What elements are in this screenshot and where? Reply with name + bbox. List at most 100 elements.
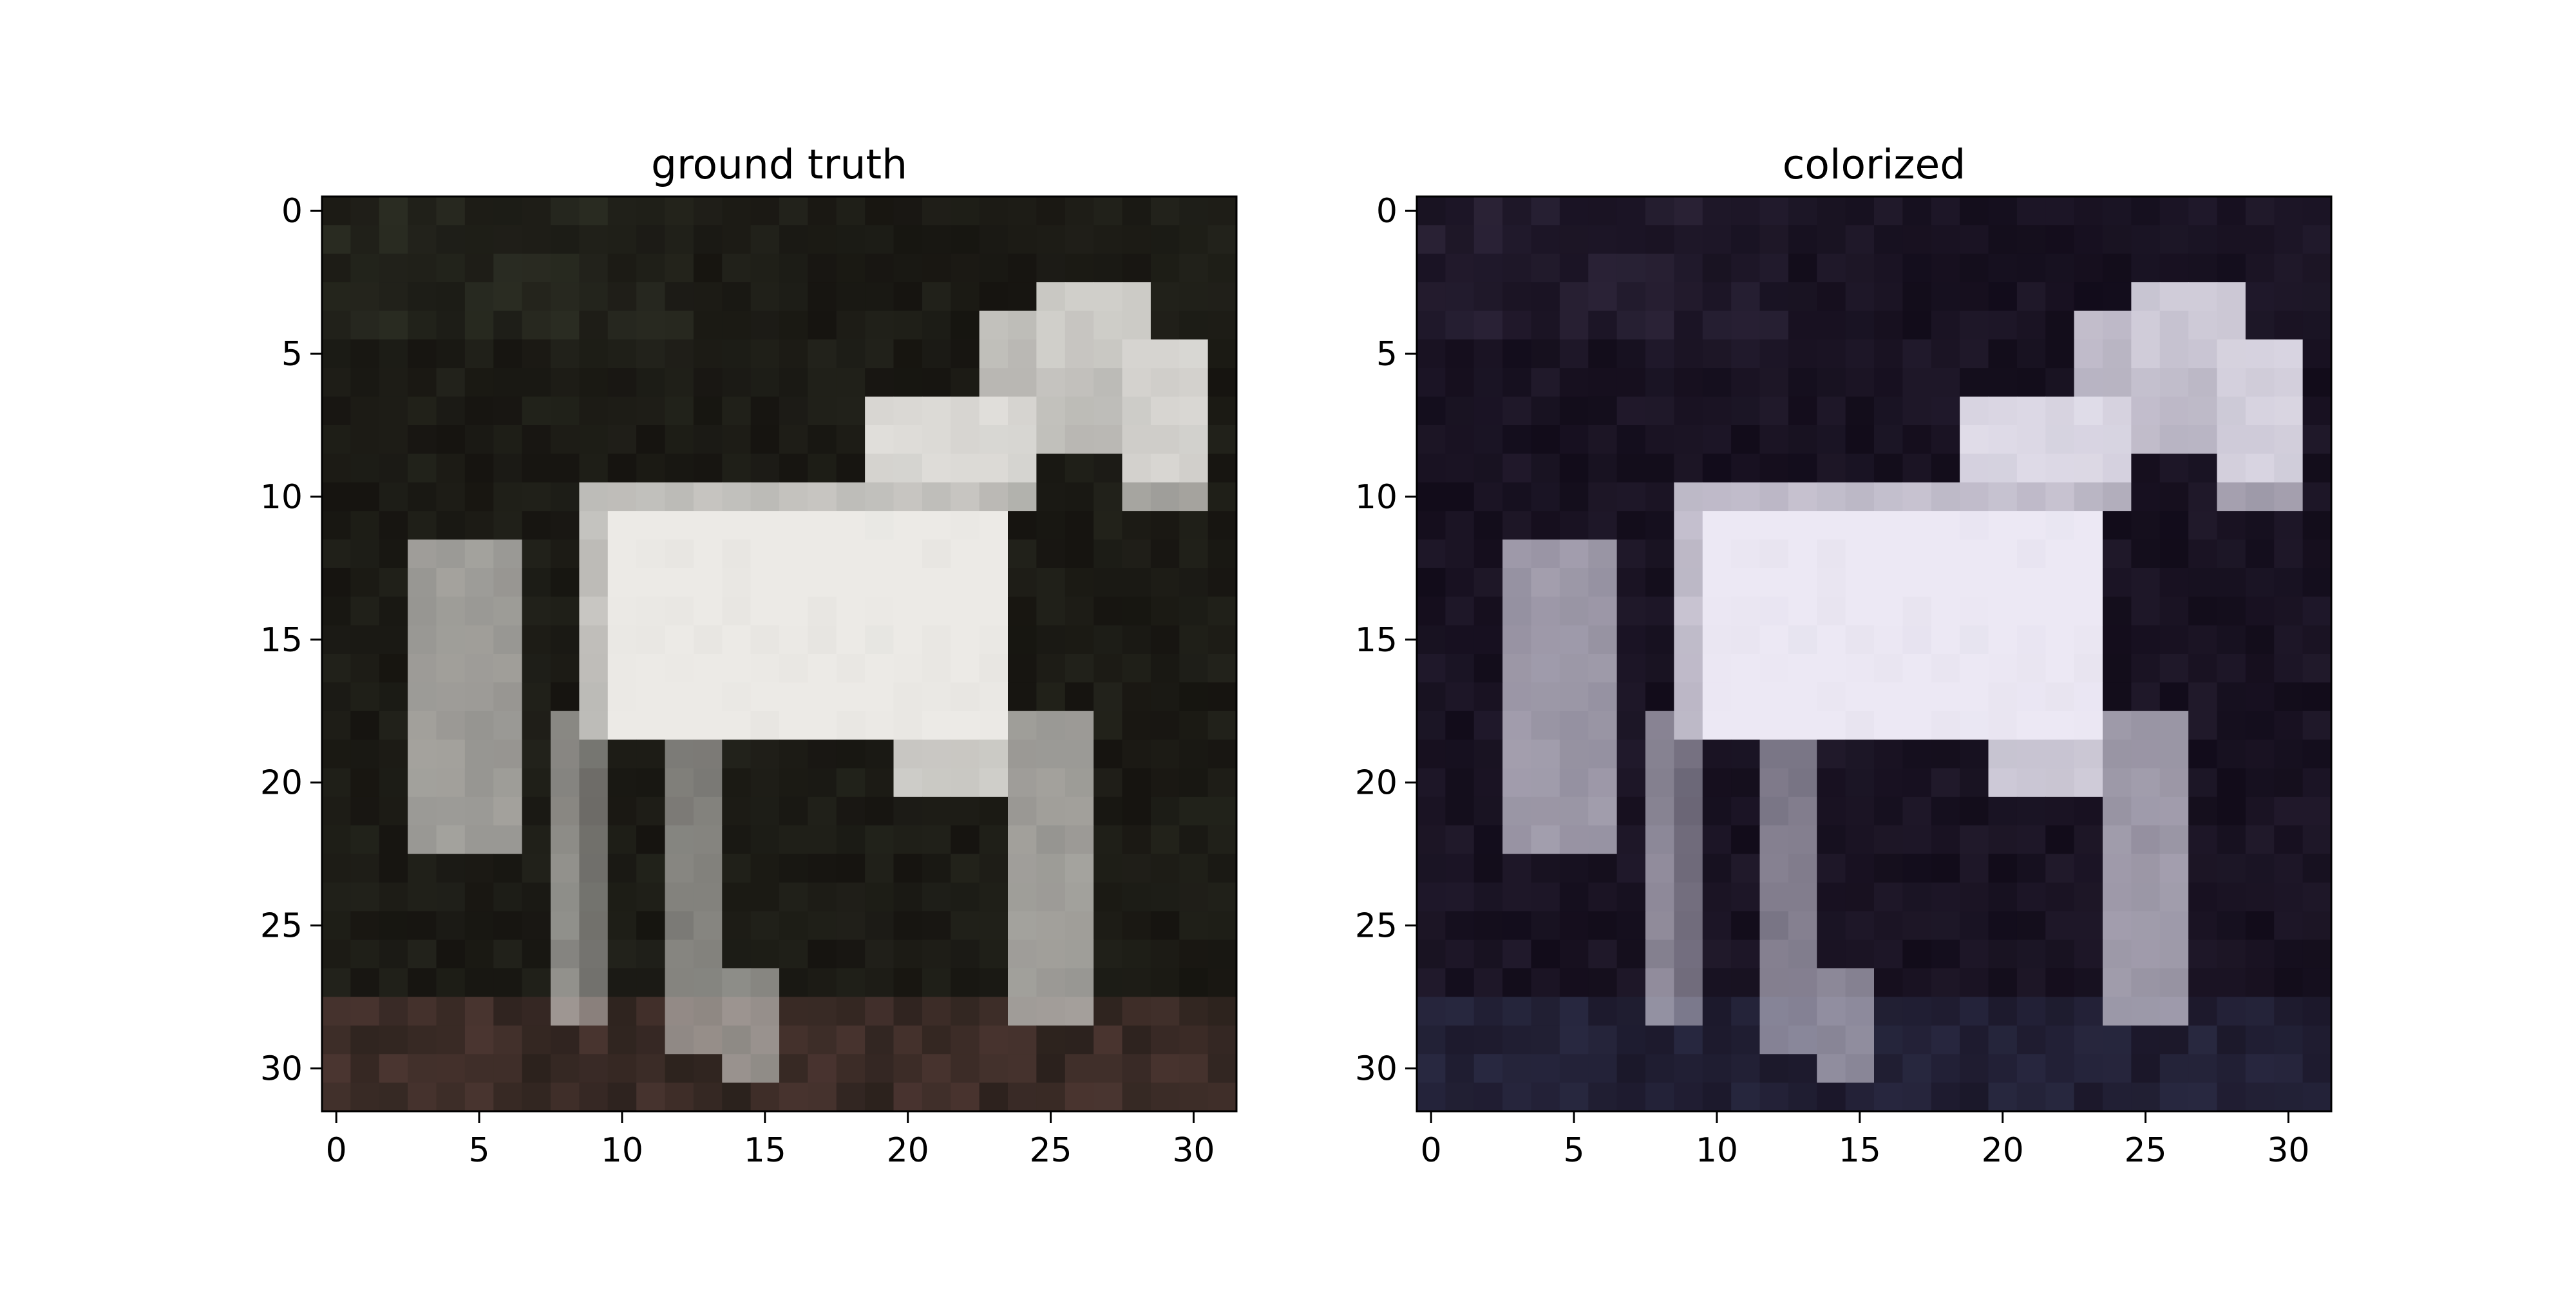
pixel bbox=[951, 939, 980, 969]
pixel bbox=[1788, 396, 1817, 426]
pixel bbox=[665, 253, 694, 283]
pixel bbox=[322, 740, 351, 769]
pixel bbox=[1674, 654, 1703, 683]
pixel bbox=[1008, 253, 1037, 283]
pixel bbox=[2131, 311, 2161, 340]
pixel bbox=[1702, 539, 1732, 569]
pixel bbox=[2016, 854, 2046, 883]
pixel bbox=[2188, 654, 2218, 683]
pixel bbox=[865, 282, 895, 312]
pixel bbox=[693, 711, 723, 740]
pixel bbox=[2074, 368, 2103, 397]
pixel bbox=[722, 997, 752, 1026]
pixel bbox=[865, 796, 895, 826]
pixel bbox=[1094, 682, 1123, 712]
pixel bbox=[2188, 196, 2218, 225]
pixel bbox=[693, 539, 723, 569]
pixel bbox=[2131, 768, 2161, 798]
pixel bbox=[522, 768, 551, 798]
pixel bbox=[2074, 1054, 2103, 1084]
pixel bbox=[665, 1054, 694, 1084]
pixel bbox=[1473, 968, 1503, 998]
pixel bbox=[2045, 997, 2075, 1026]
pixel bbox=[893, 196, 923, 225]
pixel bbox=[750, 625, 780, 655]
pixel bbox=[2302, 225, 2332, 254]
pixel bbox=[1874, 939, 1903, 969]
pixel bbox=[693, 454, 723, 483]
pixel bbox=[2274, 1054, 2304, 1084]
pixel bbox=[1759, 482, 1789, 512]
pixel bbox=[1674, 339, 1703, 368]
pixel bbox=[2302, 854, 2332, 883]
pixel bbox=[808, 511, 837, 540]
pixel bbox=[1036, 511, 1066, 540]
pixel bbox=[865, 482, 895, 512]
pixel bbox=[2016, 339, 2046, 368]
pixel bbox=[1065, 883, 1094, 912]
pixel bbox=[1817, 539, 1846, 569]
pixel bbox=[1417, 196, 1446, 225]
pixel bbox=[750, 825, 780, 855]
pixel bbox=[436, 1082, 466, 1112]
pixel bbox=[722, 625, 752, 655]
pixel bbox=[2131, 682, 2161, 712]
pixel bbox=[1874, 883, 1903, 912]
pixel bbox=[1065, 597, 1094, 626]
pixel bbox=[2245, 854, 2275, 883]
pixel bbox=[1502, 825, 1532, 855]
pixel bbox=[1179, 682, 1209, 712]
x-tick-label: 30 bbox=[2267, 1131, 2309, 1170]
pixel bbox=[865, 311, 895, 340]
pixel bbox=[750, 396, 780, 426]
pixel bbox=[693, 939, 723, 969]
pixel bbox=[865, 568, 895, 597]
pixel bbox=[722, 225, 752, 254]
pixel bbox=[1902, 425, 1932, 454]
pixel bbox=[1845, 825, 1875, 855]
pixel bbox=[607, 625, 637, 655]
pixel bbox=[2016, 511, 2046, 540]
pixel bbox=[1150, 939, 1180, 969]
pixel bbox=[1445, 768, 1475, 798]
pixel bbox=[1759, 1054, 1789, 1084]
pixel bbox=[1759, 740, 1789, 769]
pixel bbox=[1731, 654, 1761, 683]
pixel bbox=[2274, 339, 2304, 368]
pixel bbox=[2274, 482, 2304, 512]
pixel bbox=[436, 682, 466, 712]
pixel bbox=[2016, 282, 2046, 312]
pixel bbox=[836, 939, 866, 969]
pixel bbox=[464, 425, 494, 454]
pixel bbox=[2188, 768, 2218, 798]
pixel bbox=[1008, 825, 1037, 855]
pixel bbox=[436, 825, 466, 855]
pixel bbox=[1759, 597, 1789, 626]
pixel bbox=[808, 454, 837, 483]
pixel bbox=[1674, 425, 1703, 454]
pixel bbox=[522, 1025, 551, 1055]
pixel bbox=[893, 511, 923, 540]
pixel bbox=[1845, 311, 1875, 340]
pixel bbox=[1445, 854, 1475, 883]
pixel bbox=[2274, 311, 2304, 340]
pixel bbox=[2217, 997, 2246, 1026]
pixel bbox=[1036, 482, 1066, 512]
pixel bbox=[1645, 425, 1674, 454]
pixel bbox=[665, 282, 694, 312]
pixel bbox=[1874, 511, 1903, 540]
pixel bbox=[607, 654, 637, 683]
pixel bbox=[2159, 339, 2189, 368]
pixel bbox=[1502, 568, 1532, 597]
pixel bbox=[1645, 339, 1674, 368]
pixel bbox=[2016, 654, 2046, 683]
pixel bbox=[1094, 1082, 1123, 1112]
pixel bbox=[2103, 968, 2132, 998]
pixel bbox=[922, 225, 951, 254]
pixel bbox=[1788, 539, 1817, 569]
pixel bbox=[1731, 253, 1761, 283]
pixel bbox=[1150, 1054, 1180, 1084]
pixel bbox=[722, 253, 752, 283]
y-tick-label: 15 bbox=[260, 621, 303, 660]
pixel bbox=[2217, 939, 2246, 969]
